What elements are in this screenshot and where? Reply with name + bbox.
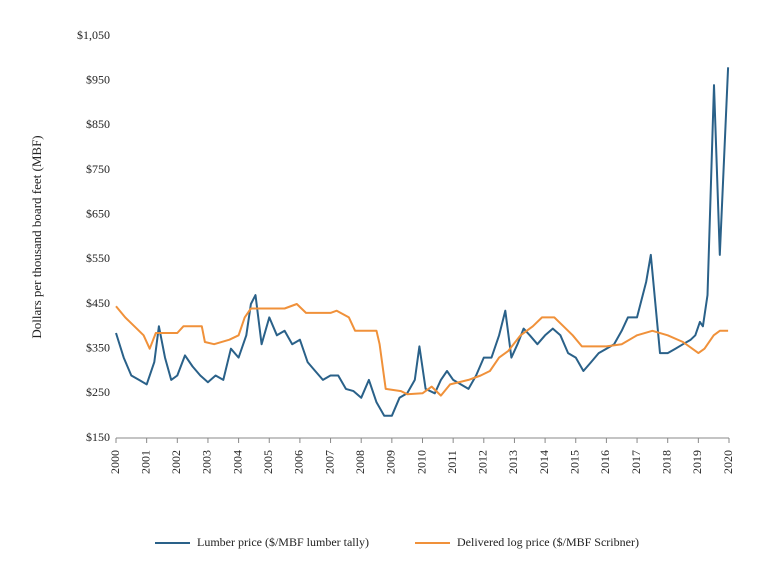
x-tick-label: 2015 [568, 450, 582, 474]
x-tick-label: 2004 [230, 450, 244, 474]
x-tick-label: 2020 [721, 450, 735, 474]
x-tick-label: 2010 [414, 450, 428, 474]
y-tick-label: $850 [86, 117, 110, 131]
y-tick-label: $150 [86, 430, 110, 444]
x-tick-label: 2008 [353, 450, 367, 474]
x-tick-label: 2014 [537, 450, 551, 474]
legend-label: Lumber price ($/MBF lumber tally) [197, 535, 369, 549]
y-tick-label: $250 [86, 385, 110, 399]
y-tick-label: $650 [86, 206, 110, 220]
y-tick-label: $350 [86, 340, 110, 354]
y-tick-label: $1,050 [77, 28, 110, 42]
x-tick-label: 2013 [506, 450, 520, 474]
x-tick-label: 2012 [476, 450, 490, 474]
x-tick-label: 2016 [598, 450, 612, 474]
y-tick-label: $550 [86, 251, 110, 265]
x-tick-label: 2018 [659, 450, 673, 474]
x-tick-label: 2006 [292, 450, 306, 474]
x-tick-label: 2007 [322, 450, 336, 474]
x-tick-label: 2003 [200, 450, 214, 474]
x-tick-label: 2001 [138, 450, 152, 474]
y-tick-label: $750 [86, 162, 110, 176]
y-axis-label: Dollars per thousand board feet (MBF) [29, 135, 44, 338]
y-tick-label: $450 [86, 296, 110, 310]
x-tick-label: 2017 [629, 450, 643, 474]
x-tick-label: 2019 [690, 450, 704, 474]
x-tick-label: 2009 [384, 450, 398, 474]
x-tick-label: 2000 [108, 450, 122, 474]
series-line [115, 303, 729, 397]
series-line [115, 67, 730, 417]
x-tick-label: 2011 [445, 450, 459, 474]
x-tick-label: 2005 [261, 450, 275, 474]
x-tick-label: 2002 [169, 450, 183, 474]
y-tick-label: $950 [86, 72, 110, 86]
legend-label: Delivered log price ($/MBF Scribner) [457, 535, 639, 549]
